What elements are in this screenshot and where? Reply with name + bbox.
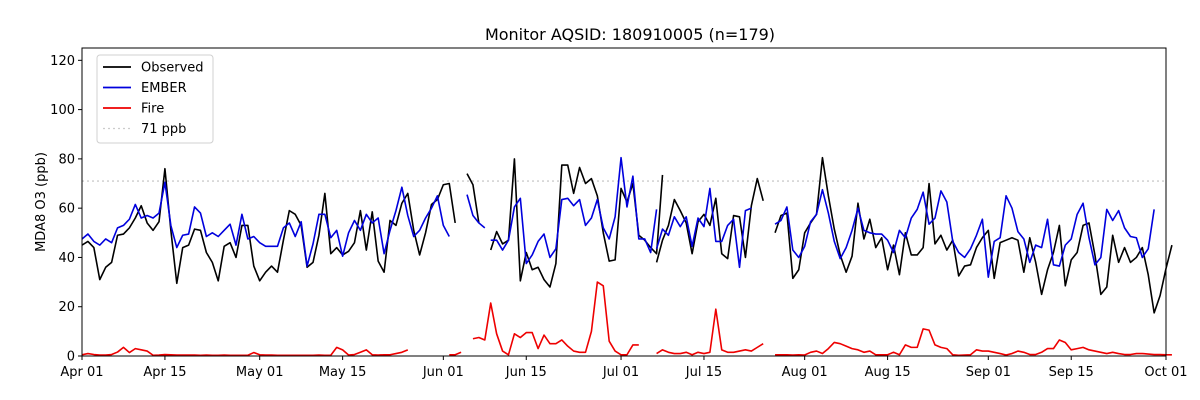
x-tick-label: Jul 15 bbox=[685, 365, 722, 380]
y-tick-label: 0 bbox=[67, 350, 75, 365]
series-fire-line bbox=[449, 351, 462, 356]
series-ember-line bbox=[774, 188, 1155, 278]
series-observed-line bbox=[466, 173, 480, 224]
series-ember-line bbox=[466, 194, 486, 229]
series-ember-line bbox=[490, 156, 658, 265]
series-fire-line bbox=[472, 281, 639, 356]
x-tick-label: Sep 15 bbox=[1049, 365, 1094, 380]
series-ember-line bbox=[655, 187, 752, 269]
series-ember-line bbox=[81, 181, 450, 267]
legend-label: Observed bbox=[141, 61, 204, 76]
y-tick-label: 120 bbox=[50, 54, 75, 69]
series-fire-line bbox=[775, 328, 1172, 357]
series-fire-line bbox=[81, 346, 409, 357]
axes-frame bbox=[81, 47, 1167, 357]
y-tick-label: 100 bbox=[50, 103, 75, 118]
x-tick-label: Apr 01 bbox=[60, 365, 103, 380]
y-tick-label: 80 bbox=[58, 152, 75, 167]
series-observed-line bbox=[655, 177, 764, 263]
plot-area: 0 20 40 60 80 100 120 Apr 01 Apr 15 May 01 May 15 J… bbox=[50, 47, 1188, 380]
legend-box bbox=[96, 54, 214, 144]
x-tick-label: Apr 15 bbox=[143, 365, 186, 380]
x-tick-label: May 15 bbox=[319, 365, 367, 380]
y-tick-label: 20 bbox=[58, 300, 75, 315]
legend-label: Fire bbox=[141, 102, 164, 117]
chart-title: Monitor AQSID: 180910005 (n=179) bbox=[485, 25, 775, 44]
x-tick-label: Sep 01 bbox=[966, 365, 1011, 380]
legend-label: EMBER bbox=[141, 81, 187, 96]
y-axis-label: MDA8 O3 (ppb) bbox=[34, 152, 49, 252]
legend: Observed EMBER Fire 71 ppb bbox=[96, 54, 214, 144]
x-tick-label: May 01 bbox=[236, 365, 284, 380]
x-tick-label: Jun 01 bbox=[422, 365, 464, 380]
legend-label: 71 ppb bbox=[141, 122, 186, 137]
x-tick-label: Oct 01 bbox=[1144, 365, 1187, 380]
x-tick-label: Aug 01 bbox=[782, 365, 828, 380]
series-fire-line bbox=[656, 308, 764, 356]
x-tick-label: Aug 15 bbox=[865, 365, 911, 380]
series-observed-line bbox=[81, 167, 456, 285]
y-tick-label: 60 bbox=[58, 202, 75, 217]
x-tick-label: Jun 15 bbox=[505, 365, 547, 380]
x-tick-label: Jul 01 bbox=[602, 365, 639, 380]
y-tick-label: 40 bbox=[58, 251, 75, 266]
